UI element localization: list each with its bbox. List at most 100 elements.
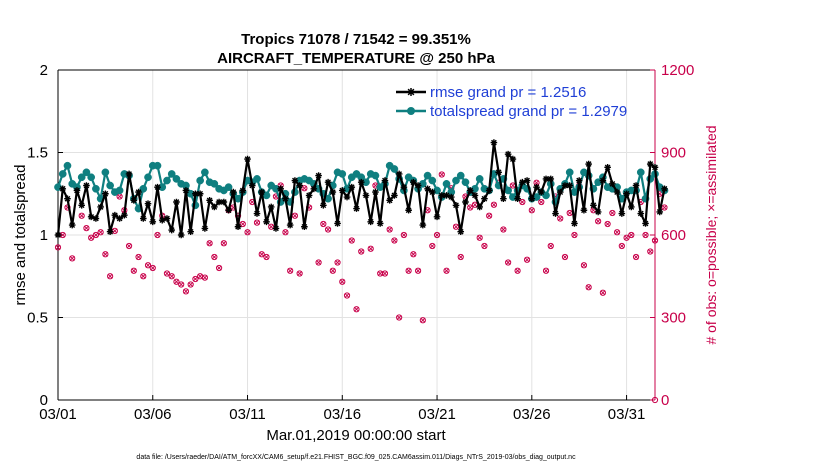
spread-point [456,171,465,180]
obs-point [476,234,483,241]
rmse-point [230,188,237,196]
spread-point [371,171,380,180]
rmse-point [215,198,223,206]
obs-point [173,278,180,285]
rmse-point [348,183,356,191]
rmse-point [192,190,199,198]
spread-point [58,170,67,178]
obs-point [201,274,208,281]
chart-title: Tropics 71078 / 71542 = 99.351% [241,31,471,48]
obs-point [258,251,265,258]
rmse-point [116,215,123,222]
rmse-point [301,223,308,231]
obs-point [396,314,403,321]
rmse-point [599,177,607,184]
rmse-point [263,218,270,226]
obs-point [54,244,62,251]
rmse-point [594,208,602,216]
rmse-point [585,160,592,168]
rmse-point [552,210,559,217]
rmse-point [533,183,540,191]
rmse-point [187,228,194,235]
obs-point [125,242,133,250]
obs-point [320,220,327,228]
rmse-point [267,203,275,211]
y-tick-label-left: 0 [40,392,48,409]
ticks: 03/01 03/06 03/11 03/16 03/21 03/26 03/31 0 0.5 1… [27,62,694,423]
rmse-point [248,182,256,189]
spread-point [442,180,451,188]
obs-point [92,231,100,239]
rmse-point [282,195,289,202]
obs-point [628,231,635,239]
obs-point [381,270,389,277]
obs-point [206,240,213,247]
obs-point [457,253,464,261]
obs-point [661,204,668,211]
spread-point [115,186,124,195]
rmse-point [244,155,251,163]
obs-point [282,229,289,236]
rmse-point [362,192,370,199]
legend-rmse-label: rmse grand pr = 1.2516 [430,84,586,101]
y-tick-label-left: 1.5 [27,145,48,162]
rmse-point [372,188,379,196]
spread-point [163,176,171,185]
rmse-point [329,188,337,196]
rmse-point [106,228,114,235]
obs-point [130,267,137,274]
y-tick-label-right: 900 [661,145,686,162]
obs-point [144,262,152,269]
obs-point [135,253,142,261]
obs-point [140,273,147,280]
obs-point [651,237,659,244]
obs-point [514,267,521,274]
spread-point [452,176,460,185]
rmse-point [357,178,365,186]
rmse-point [54,231,62,239]
spread-point [144,173,152,182]
obs-point [452,223,460,230]
rmse-point [83,182,90,189]
rmse-point [490,139,498,146]
rmse-point [68,221,76,229]
rmse-point [277,185,284,193]
rmse-point [542,175,550,183]
obs-point [163,270,171,277]
obs-point [500,226,507,233]
rmse-point [424,185,431,193]
rmse-point [580,206,588,214]
obs-point [414,267,422,274]
obs-point [83,225,90,232]
spread-point [475,175,484,183]
rmse-point [566,182,574,189]
obs-point [182,288,190,295]
rmse-point [177,231,185,239]
obs-point [296,270,303,277]
x-tick-label: 03/31 [608,406,646,423]
obs-point [433,231,441,239]
obs-point [405,267,412,274]
obs-point [315,259,322,266]
rmse-point [642,220,649,227]
rmse-point [395,170,403,178]
obs-point [334,259,341,266]
obs-point [192,275,199,283]
spread-point [77,173,86,182]
rmse-point [537,188,545,196]
spread-point [423,171,432,180]
rmse-point [400,183,408,191]
rmse-point [163,215,171,222]
rmse-point [485,187,493,194]
obs-point [429,242,436,250]
rmse-point [509,155,517,163]
rmse-point [154,183,161,191]
spread-point [636,168,645,177]
obs-point [481,242,488,250]
obs-point [542,267,550,274]
obs-point [613,229,621,236]
obs-point [547,242,554,250]
rmse-point [651,164,659,171]
spread-point [153,161,162,170]
